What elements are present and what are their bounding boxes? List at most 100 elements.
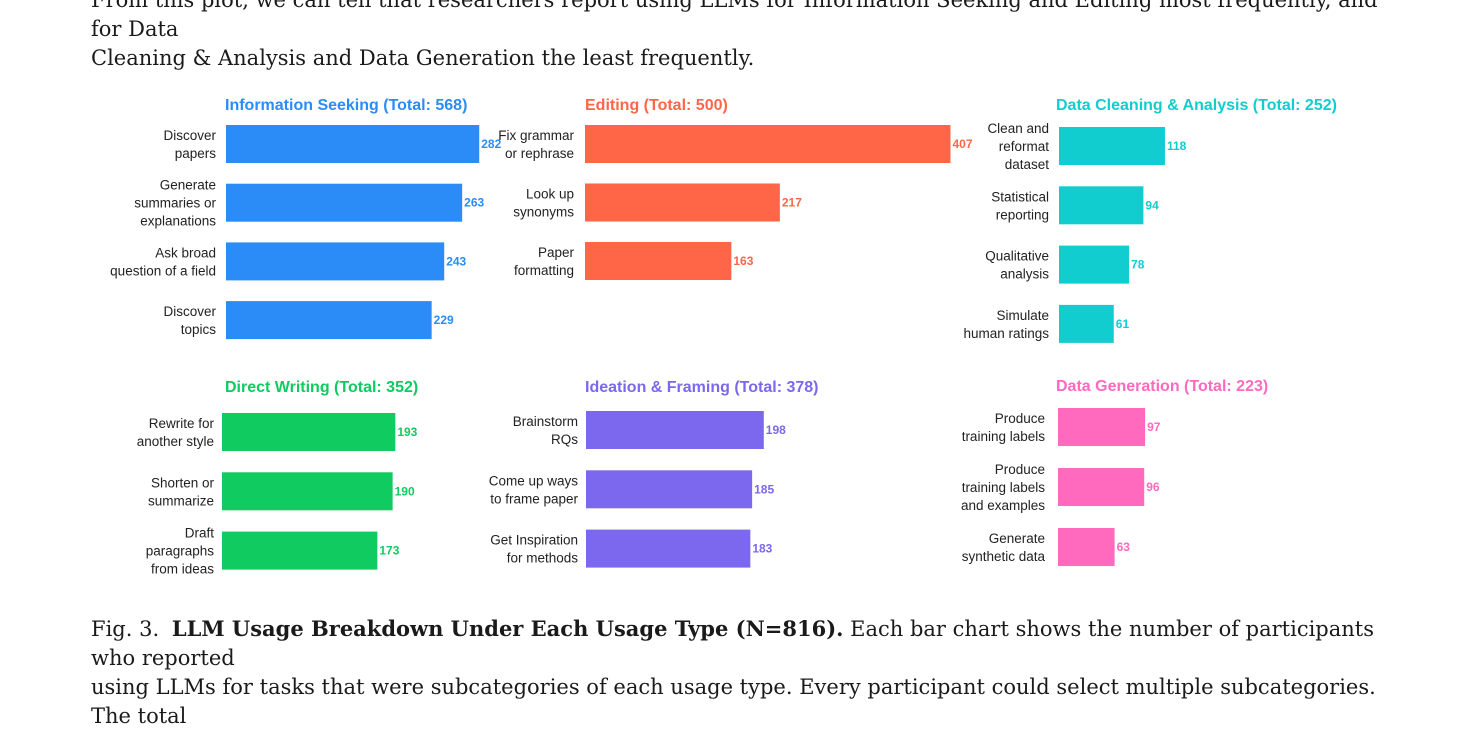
category-label-line: summarize	[148, 493, 214, 508]
category-label-line: Statistical	[991, 189, 1049, 204]
category-label: Generate synthetic data	[962, 531, 1046, 564]
category-label-line: Simulate	[996, 308, 1049, 323]
bar	[585, 183, 780, 222]
category-label-line: Fix grammar	[498, 128, 574, 143]
bar-value-label: 61	[1116, 317, 1130, 331]
bar	[222, 472, 393, 511]
category-label: Discover topics	[163, 304, 216, 337]
bar	[226, 301, 432, 340]
category-label-line: Discover	[163, 128, 216, 143]
bar	[1059, 304, 1114, 343]
category-label-line: to frame paper	[490, 491, 578, 506]
chart-title: Ideation & Framing (Total: 378)	[585, 379, 819, 396]
bar-value-label: 198	[766, 423, 786, 437]
caption-line-1-rest: Each bar chart shows the number of parti…	[91, 617, 1375, 670]
category-label-line: paragraphs	[146, 544, 215, 559]
bar	[1059, 186, 1144, 225]
bar-value-label: 193	[397, 425, 417, 439]
bar	[1058, 408, 1146, 446]
intro-line-2: Cleaning & Analysis and Data Generation …	[91, 46, 755, 70]
category-label: Qualitative analysis	[985, 249, 1049, 282]
bar	[585, 125, 951, 163]
bar-value-label: 263	[464, 196, 484, 210]
category-label: Clean and reformat dataset	[987, 121, 1049, 172]
category-label-line: Shorten or	[151, 475, 215, 490]
caption-title: LLM Usage Breakdown Under Each Usage Typ…	[171, 616, 844, 641]
bar	[1059, 245, 1130, 284]
category-label-line: for methods	[507, 551, 579, 566]
category-label-line: Paper	[538, 245, 575, 260]
bar	[586, 529, 751, 568]
category-label: Generate summaries or explanations	[134, 178, 216, 229]
category-label-line: another style	[137, 434, 214, 449]
category-label: Ask broad question of a field	[110, 245, 216, 278]
category-label: Produce training labels and examples	[961, 462, 1045, 513]
category-label-line: summaries or	[134, 196, 216, 211]
category-label: Discover papers	[163, 128, 216, 161]
bar	[585, 242, 732, 280]
bar-value-label: 407	[952, 137, 972, 151]
category-label: Get Inspiration for methods	[490, 533, 578, 566]
bar-value-label: 183	[752, 542, 772, 556]
chart-panel: Editing (Total: 500) 407 Fix grammar or rep…	[498, 97, 973, 280]
category-label: Come up ways to frame paper	[489, 473, 579, 506]
bar	[586, 470, 753, 509]
bar	[1059, 127, 1165, 165]
intro-paragraph: From this plot, we can tell that researc…	[91, 0, 1381, 73]
bar-value-label: 96	[1146, 480, 1160, 494]
category-label-line: RQs	[551, 432, 578, 447]
bar	[226, 125, 480, 163]
bar	[586, 411, 764, 449]
category-label: Simulate human ratings	[963, 308, 1049, 341]
category-label-line: Rewrite for	[149, 416, 215, 431]
bar-value-label: 78	[1131, 258, 1145, 272]
category-label-line: Produce	[995, 462, 1045, 477]
category-label-line: human ratings	[963, 326, 1049, 341]
category-label-line: Ask broad	[155, 245, 216, 260]
category-label: Paper formatting	[514, 245, 575, 278]
chart-title: Editing (Total: 500)	[585, 97, 728, 114]
category-label: Look up synonyms	[513, 187, 574, 220]
bar-value-label: 118	[1167, 139, 1187, 153]
category-label-line: dataset	[1005, 157, 1050, 172]
bar-value-label: 94	[1145, 198, 1159, 212]
chart-title: Data Cleaning & Analysis (Total: 252)	[1056, 97, 1337, 114]
category-label-line: Qualitative	[985, 249, 1049, 264]
chart-panel: Ideation & Framing (Total: 378) 198 Brains…	[489, 379, 819, 568]
category-label-line: analysis	[1000, 267, 1049, 282]
category-label-line: training labels	[962, 480, 1046, 495]
category-label-line: or rephrase	[505, 146, 574, 161]
bar-value-label: 282	[481, 137, 501, 151]
bar-value-label: 185	[754, 482, 774, 496]
usage-breakdown-figure: Information Seeking (Total: 568) 282 Disco…	[110, 97, 1337, 577]
category-label-line: question of a field	[110, 263, 216, 278]
category-label-line: Brainstorm	[513, 414, 578, 429]
bar-value-label: 173	[379, 544, 399, 558]
bar	[1058, 528, 1115, 566]
category-label-line: Look up	[526, 187, 574, 202]
category-label: Statistical reporting	[991, 189, 1049, 222]
category-label-line: synonyms	[513, 205, 574, 220]
bar-value-label: 190	[395, 484, 415, 498]
category-label-line: Draft	[185, 526, 215, 541]
chart-panel: Direct Writing (Total: 352) 193 Rewrite fo…	[137, 379, 419, 577]
category-label: Rewrite for another style	[137, 416, 215, 449]
category-label-line: Generate	[160, 178, 216, 193]
bar-value-label: 97	[1147, 420, 1161, 434]
category-label-line: synthetic data	[962, 549, 1046, 564]
category-label-line: reporting	[996, 207, 1049, 222]
category-label-line: Discover	[163, 304, 216, 319]
bar	[222, 413, 396, 451]
category-label-line: Come up ways	[489, 473, 579, 488]
category-label: Produce training labels	[962, 411, 1046, 444]
category-label: Draft paragraphs from ideas	[146, 526, 215, 577]
category-label: Brainstorm RQs	[513, 414, 579, 447]
category-label-line: Clean and	[987, 121, 1049, 136]
bar-value-label: 217	[782, 196, 802, 210]
intro-line-1: From this plot, we can tell that researc…	[91, 0, 1378, 41]
bar-value-label: 163	[733, 254, 753, 268]
category-label-line: and examples	[961, 498, 1045, 513]
category-label-line: from ideas	[151, 562, 214, 577]
category-label: Fix grammar or rephrase	[498, 128, 574, 161]
chart-panel: Information Seeking (Total: 568) 282 Disco…	[110, 97, 502, 340]
